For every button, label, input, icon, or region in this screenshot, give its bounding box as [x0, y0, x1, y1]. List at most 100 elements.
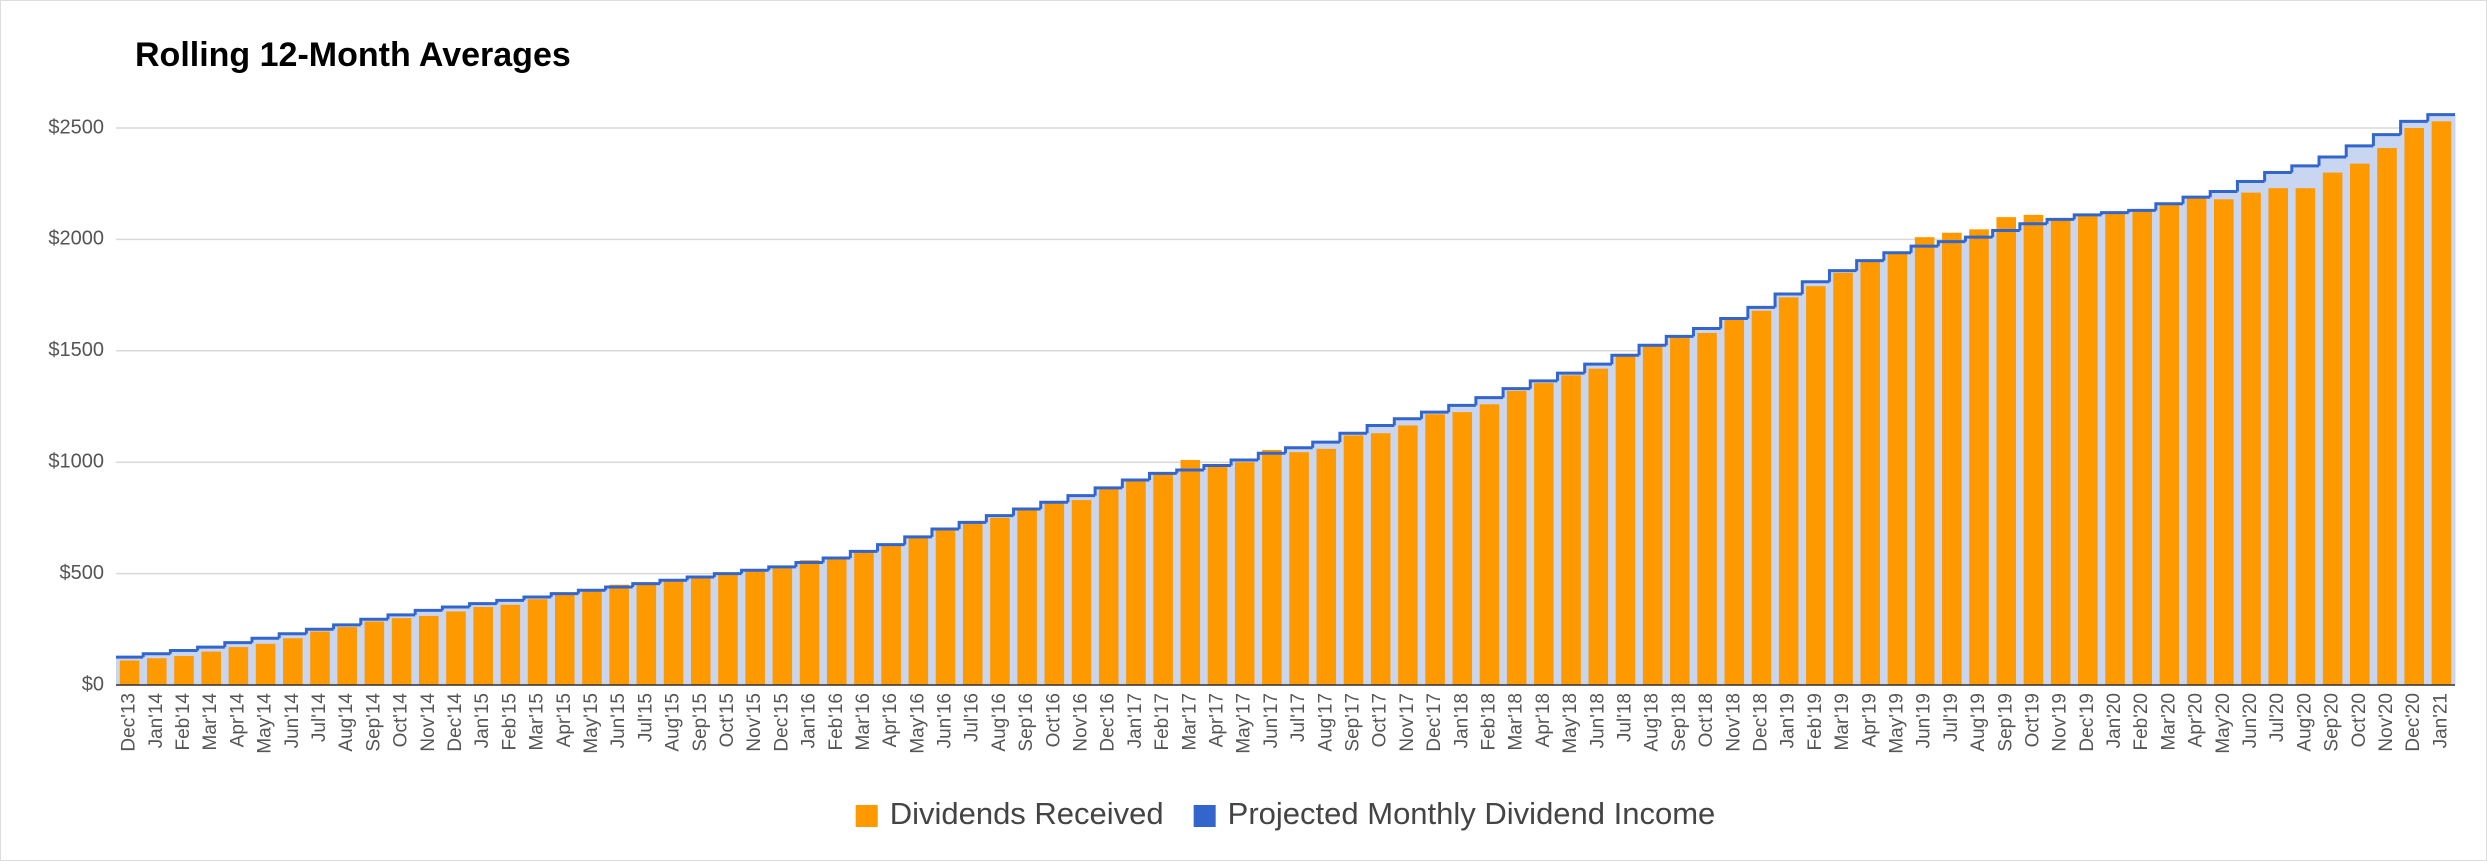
x-tick-label: Feb'16 — [826, 693, 847, 751]
x-tick-label: Jun'20 — [2240, 693, 2261, 748]
bar — [2105, 211, 2125, 686]
bar — [935, 529, 956, 685]
x-tick-label: Apr'20 — [2186, 693, 2207, 747]
x-tick-label: Nov'19 — [2050, 693, 2071, 752]
step-line — [2018, 222, 2048, 231]
step-line — [359, 617, 388, 625]
bar-layer — [119, 121, 2452, 686]
x-tick-label: Aug'15 — [663, 693, 684, 752]
bar — [1561, 375, 1581, 685]
bar — [1398, 425, 1418, 685]
y-tick-label: $2000 — [48, 228, 104, 250]
bar — [2214, 199, 2234, 685]
bar — [1180, 459, 1201, 685]
x-tick-label: Dec'15 — [771, 693, 792, 752]
x-tick-label: Jan'21 — [2430, 693, 2451, 748]
x-tick-label: May'16 — [907, 693, 928, 754]
x-tick-label: Sep'17 — [1343, 693, 1364, 752]
legend: Dividends Received Projected Monthly Divi… — [855, 796, 1715, 831]
step-line — [1691, 327, 1721, 337]
bar — [2023, 214, 2044, 685]
step-line — [250, 636, 280, 643]
bar — [690, 576, 711, 685]
x-tick-label: Nov'16 — [1071, 693, 1092, 752]
bar — [2377, 148, 2397, 685]
bar — [854, 551, 874, 685]
bar — [418, 615, 439, 685]
step-line — [2045, 217, 2075, 224]
step-line — [876, 543, 905, 552]
bar — [1670, 337, 1690, 685]
x-tick-label: May'17 — [1234, 693, 1255, 754]
bar — [527, 599, 548, 685]
bar — [2268, 188, 2289, 685]
bar — [554, 594, 575, 685]
step-line — [2208, 189, 2238, 198]
bar — [337, 627, 357, 685]
x-tick-label: Oct'20 — [2349, 693, 2370, 747]
x-tick-label: Jul'16 — [962, 693, 983, 742]
bar — [1534, 383, 1554, 685]
step-line — [1365, 423, 1395, 434]
x-tick-label: Oct'19 — [2022, 693, 2043, 747]
x-tick-label: Jan'15 — [472, 693, 493, 748]
bar — [2431, 121, 2452, 686]
step-line — [332, 623, 361, 630]
bar — [990, 517, 1010, 685]
x-tick-label: Dec'13 — [119, 693, 140, 752]
x-tick-label: Jan'16 — [799, 693, 820, 748]
bar — [1697, 332, 1717, 685]
bar — [364, 621, 385, 685]
x-tick-label: Sep'19 — [1995, 693, 2016, 752]
bar — [174, 656, 194, 685]
step-line — [2317, 155, 2347, 166]
step-line — [1012, 507, 1041, 516]
legend-swatch — [1193, 805, 1216, 827]
x-tick-label: Aug'20 — [2294, 693, 2315, 752]
x-tick-label: Jun'14 — [282, 693, 303, 749]
bar — [1833, 272, 1853, 685]
bar — [446, 611, 466, 685]
step-line — [2181, 195, 2211, 204]
step-line — [1909, 244, 1939, 253]
bar — [609, 584, 629, 685]
step-line — [1746, 305, 1776, 319]
bar — [1262, 449, 1282, 685]
x-tick-label: Aug'17 — [1315, 693, 1336, 752]
x-tick-label: Oct'17 — [1370, 693, 1391, 747]
step-line — [1963, 235, 1993, 242]
step-line — [658, 578, 688, 584]
bar — [1506, 390, 1527, 685]
x-tick-label: May'19 — [1886, 693, 1907, 754]
step-line — [277, 632, 307, 639]
bar — [718, 574, 738, 685]
step-line — [794, 560, 824, 567]
bar — [2159, 204, 2180, 685]
x-tick-label: May'18 — [1560, 693, 1581, 754]
x-tick-label: Nov'18 — [1723, 693, 1744, 752]
step-line — [1583, 362, 1612, 374]
x-tick-label: Jul'19 — [1941, 693, 1962, 742]
step-line — [2344, 144, 2374, 157]
x-tick-label: Aug'14 — [336, 693, 357, 752]
step-line — [848, 549, 878, 559]
step-line — [1610, 353, 1640, 365]
step-line — [1093, 486, 1123, 496]
step-line — [2235, 179, 2265, 192]
x-tick-label: Jun'19 — [1914, 693, 1935, 748]
x-tick-label: Mar'19 — [1832, 693, 1853, 750]
step-line — [468, 602, 497, 608]
y-tick-label: $1000 — [48, 450, 104, 472]
step-line — [1936, 240, 1966, 247]
step-line — [1392, 417, 1422, 426]
y-tick-label: $0 — [82, 673, 104, 695]
x-tick-label: Mar'16 — [853, 693, 874, 750]
bar — [1071, 500, 1092, 685]
bar — [500, 604, 521, 685]
step-line — [1039, 500, 1068, 509]
bar — [310, 631, 330, 685]
step-line — [1800, 280, 1830, 294]
x-tick-label: Dec'14 — [445, 693, 466, 752]
bar — [1044, 502, 1065, 685]
step-line — [2127, 208, 2156, 213]
